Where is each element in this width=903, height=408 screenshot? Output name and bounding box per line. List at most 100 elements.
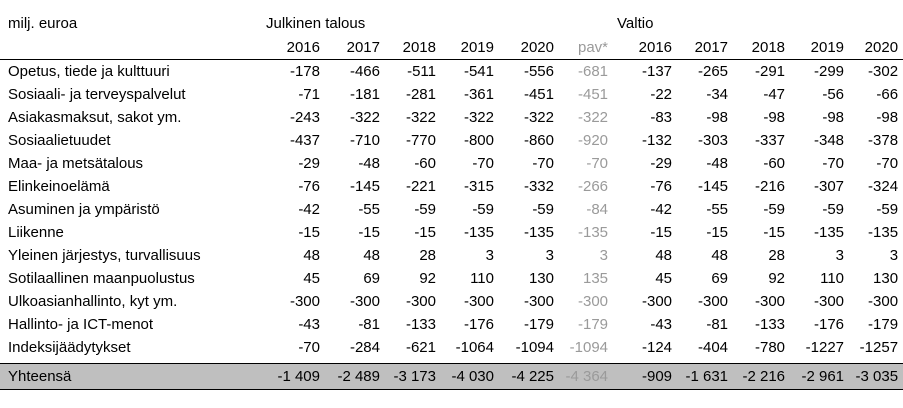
- cell-valtio: -59: [822, 201, 845, 218]
- cell-julkinen: -145: [349, 178, 380, 195]
- table-row: Sosiaalietuudet -437 -710 -770 -800 -860 -920 -…: [0, 129, 903, 152]
- cell-julkinen: -300: [405, 293, 436, 310]
- cell-julkinen: -300: [463, 293, 494, 310]
- cell-julkinen: -15: [358, 224, 380, 241]
- cell-valtio: -303: [697, 132, 729, 149]
- cell-valtio: -124: [641, 339, 673, 356]
- cell-valtio: -2 961: [790, 363, 850, 390]
- cell-valtio: -83: [650, 109, 673, 126]
- cell-julkinen: -451: [523, 86, 554, 103]
- cell-julkinen: -332: [523, 178, 554, 195]
- cell-valtio: 3: [889, 247, 899, 264]
- cell-valtio: 110: [820, 270, 845, 287]
- cell-julkinen: -221: [405, 178, 436, 195]
- cell-valtio: -98: [706, 109, 729, 126]
- year-header-julkinen: 2017: [325, 35, 385, 60]
- table-row: Hallinto- ja ICT-menot -43 -81 -133 -176 -179…: [0, 313, 903, 336]
- cell-valtio: -137: [641, 63, 673, 80]
- cell-julkinen: -29: [298, 155, 320, 172]
- cell-julkinen: -42: [298, 201, 320, 218]
- cell-julkinen: -511: [407, 63, 436, 80]
- row-label: Elinkeinoelämä: [8, 178, 110, 195]
- table-row: Sosiaali- ja terveyspalvelut -71 -181 -281 -…: [0, 83, 903, 106]
- cell-valtio: 48: [711, 247, 729, 264]
- year-header-julkinen: 2016: [262, 35, 325, 60]
- cell-valtio: -22: [650, 86, 673, 103]
- cell-valtio: -133: [754, 316, 786, 333]
- cell-valtio: -15: [763, 224, 786, 241]
- table-row: Asiakasmaksut, sakot ym. -243 -322 -322 -322…: [0, 106, 903, 129]
- year-header-julkinen: pav*: [559, 35, 614, 60]
- cell-valtio: -337: [754, 132, 786, 149]
- table-row: Liikenne -15 -15 -15 -135 -135 -135 -15 -15 -15 -1…: [0, 221, 903, 244]
- cell-julkinen: -437: [289, 132, 320, 149]
- cell-julkinen: -1064: [455, 339, 494, 356]
- cell-valtio: 48: [655, 247, 673, 264]
- cell-julkinen: 110: [470, 270, 494, 287]
- cell-julkinen: -60: [414, 155, 436, 172]
- cell-valtio: 45: [655, 270, 673, 287]
- cell-valtio: -70: [822, 155, 845, 172]
- cell-julkinen: -681: [577, 63, 609, 80]
- budget-cuts-table: milj. euroa Julkinen talous Valtio 2016 2…: [0, 12, 903, 390]
- cell-valtio: -1 631: [677, 363, 734, 390]
- cell-julkinen: -300: [349, 293, 380, 310]
- cell-valtio: -29: [650, 155, 673, 172]
- cell-valtio: -179: [868, 316, 899, 333]
- cell-valtio: -299: [813, 63, 845, 80]
- cell-valtio: -42: [650, 201, 673, 218]
- year-header-valtio: 2020: [849, 35, 903, 60]
- cell-julkinen: -770: [405, 132, 436, 149]
- row-label: Sosiaalietuudet: [8, 132, 111, 149]
- cell-julkinen: 3: [545, 247, 554, 264]
- cell-valtio: -135: [868, 224, 899, 241]
- cell-julkinen: -15: [298, 224, 320, 241]
- cell-valtio: -216: [754, 178, 786, 195]
- cell-valtio: 130: [873, 270, 899, 287]
- cell-julkinen: -4 030: [441, 363, 499, 390]
- cell-valtio: -404: [697, 339, 729, 356]
- cell-valtio: -265: [697, 63, 729, 80]
- cell-julkinen: -59: [532, 201, 554, 218]
- table-row: Asuminen ja ympäristö -42 -55 -59 -59 -59 -84 -…: [0, 198, 903, 221]
- group-header-row: milj. euroa Julkinen talous Valtio: [0, 12, 903, 35]
- cell-valtio: -98: [822, 109, 845, 126]
- year-header-valtio: 2018: [733, 35, 791, 60]
- cell-valtio: -348: [813, 132, 845, 149]
- cell-valtio: -1257: [859, 339, 899, 356]
- cell-valtio: -60: [763, 155, 786, 172]
- cell-valtio: -59: [763, 201, 786, 218]
- cell-valtio: -81: [706, 316, 729, 333]
- cell-julkinen: -315: [463, 178, 494, 195]
- cell-julkinen: -70: [298, 339, 320, 356]
- cell-julkinen: -70: [532, 155, 554, 172]
- cell-julkinen: -179: [577, 316, 609, 333]
- cell-valtio: 69: [711, 270, 729, 287]
- cell-valtio: -145: [697, 178, 729, 195]
- cell-julkinen: 130: [528, 270, 554, 287]
- year-header-row: 2016 2017 2018 2019 2020 pav* 2016 2017 2018 2019…: [0, 35, 903, 60]
- cell-valtio: -98: [763, 109, 786, 126]
- year-header-valtio: 2017: [677, 35, 734, 60]
- cell-julkinen: -76: [298, 178, 320, 195]
- cell-valtio: -302: [868, 63, 899, 80]
- cell-julkinen: -4 364: [559, 363, 614, 390]
- cell-julkinen: -48: [358, 155, 380, 172]
- cell-valtio: 3: [835, 247, 845, 264]
- cell-valtio: -1227: [805, 339, 845, 356]
- cell-julkinen: -322: [577, 109, 609, 126]
- row-label: Asiakasmaksut, sakot ym.: [8, 109, 182, 126]
- cell-valtio: 92: [768, 270, 786, 287]
- cell-julkinen: -541: [463, 63, 494, 80]
- table-row: Yleinen järjestys, turvallisuus 48 48 28 3 3 3…: [0, 244, 903, 267]
- cell-julkinen: -920: [577, 132, 609, 149]
- cell-julkinen: -1 409: [262, 363, 325, 390]
- cell-julkinen: -3 173: [385, 363, 441, 390]
- cell-julkinen: -243: [289, 109, 320, 126]
- row-label: Liikenne: [8, 224, 64, 241]
- cell-julkinen: -4 225: [499, 363, 559, 390]
- cell-julkinen: -466: [349, 63, 380, 80]
- cell-julkinen: -179: [523, 316, 554, 333]
- cell-julkinen: -43: [298, 316, 320, 333]
